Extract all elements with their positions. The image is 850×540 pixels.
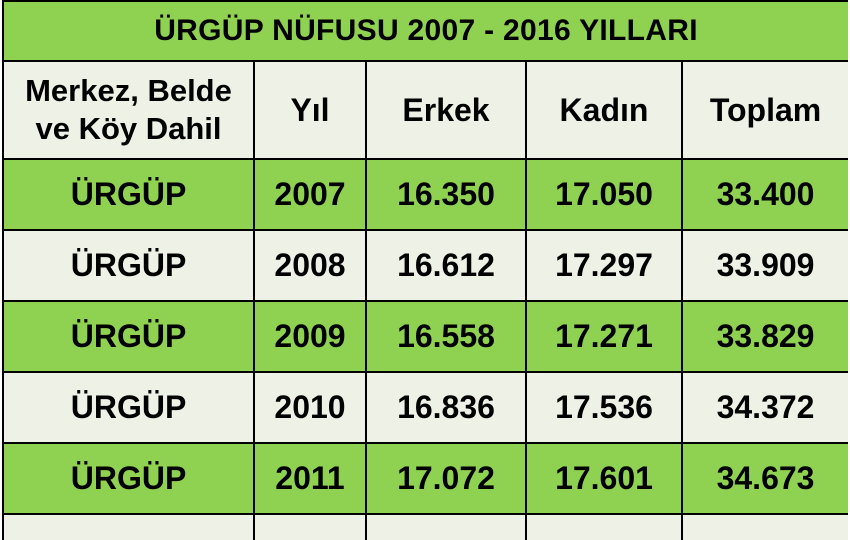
cell-total: 34.372 [680, 371, 848, 444]
cell-male: 16.836 [365, 371, 527, 444]
header-location-line1: Merkez, Belde [25, 73, 232, 108]
cell-location: ÜRGÜP [2, 442, 255, 515]
header-location: Merkez, Belde ve Köy Dahil [2, 60, 255, 160]
header-year: Yıl [253, 60, 367, 160]
header-total: Toplam [680, 60, 848, 160]
cell-male: 17.072 [365, 442, 527, 515]
table-row: ÜRGÜP 2007 16.350 17.050 33.400 [2, 158, 848, 231]
table-row-partial [2, 513, 848, 540]
cell-male: 16.612 [365, 229, 527, 302]
cell-female: 17.050 [525, 158, 683, 231]
cell-female: 17.297 [525, 229, 683, 302]
header-female: Kadın [525, 60, 683, 160]
table-row: ÜRGÜP 2010 16.836 17.536 34.372 [2, 371, 848, 444]
cell-male: 16.350 [365, 158, 527, 231]
table-title: ÜRGÜP NÜFUSU 2007 - 2016 YILLARI [2, 0, 848, 62]
cell-empty [2, 513, 255, 540]
cell-year: 2008 [253, 229, 367, 302]
cell-male: 16.558 [365, 300, 527, 373]
cell-year: 2011 [253, 442, 367, 515]
cell-year: 2010 [253, 371, 367, 444]
cell-total: 34.673 [680, 442, 848, 515]
cell-location: ÜRGÜP [2, 229, 255, 302]
cell-year: 2009 [253, 300, 367, 373]
cell-total: 33.400 [680, 158, 848, 231]
cell-empty [680, 513, 848, 540]
cell-female: 17.271 [525, 300, 683, 373]
cell-total: 33.829 [680, 300, 848, 373]
cell-location: ÜRGÜP [2, 158, 255, 231]
title-row: ÜRGÜP NÜFUSU 2007 - 2016 YILLARI [2, 0, 848, 62]
cell-location: ÜRGÜP [2, 300, 255, 373]
table-row: ÜRGÜP 2009 16.558 17.271 33.829 [2, 300, 848, 373]
cell-empty [525, 513, 683, 540]
cell-empty [253, 513, 367, 540]
cell-female: 17.536 [525, 371, 683, 444]
cell-year: 2007 [253, 158, 367, 231]
header-location-line2: ve Köy Dahil [35, 111, 222, 146]
header-male: Erkek [365, 60, 527, 160]
cell-location: ÜRGÜP [2, 371, 255, 444]
cell-empty [365, 513, 527, 540]
cell-total: 33.909 [680, 229, 848, 302]
table-row: ÜRGÜP 2011 17.072 17.601 34.673 [2, 442, 848, 515]
header-row: Merkez, Belde ve Köy Dahil Yıl Erkek Kad… [2, 60, 848, 160]
cell-female: 17.601 [525, 442, 683, 515]
table-row: ÜRGÜP 2008 16.612 17.297 33.909 [2, 229, 848, 302]
